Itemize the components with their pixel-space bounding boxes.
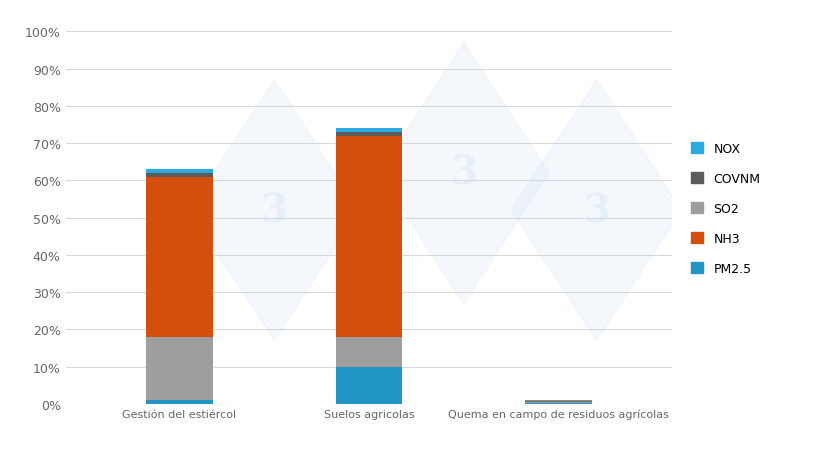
Bar (525, 401, 591, 403)
Bar (146, 177, 212, 337)
Text: 3: 3 (260, 192, 287, 230)
Text: 3: 3 (582, 192, 609, 230)
Bar (525, 403, 591, 404)
Bar (336, 129, 401, 133)
Polygon shape (378, 44, 549, 303)
Legend: NOX, COVNM, SO2, NH3, PM2.5: NOX, COVNM, SO2, NH3, PM2.5 (690, 143, 759, 275)
Text: 3: 3 (450, 155, 477, 192)
Bar (336, 367, 401, 404)
Bar (146, 337, 212, 400)
Bar (146, 400, 212, 404)
Bar (336, 133, 401, 136)
Bar (146, 174, 212, 177)
Bar (336, 136, 401, 337)
Polygon shape (510, 81, 681, 341)
Polygon shape (188, 81, 359, 341)
Bar (336, 337, 401, 367)
Bar (146, 170, 212, 174)
